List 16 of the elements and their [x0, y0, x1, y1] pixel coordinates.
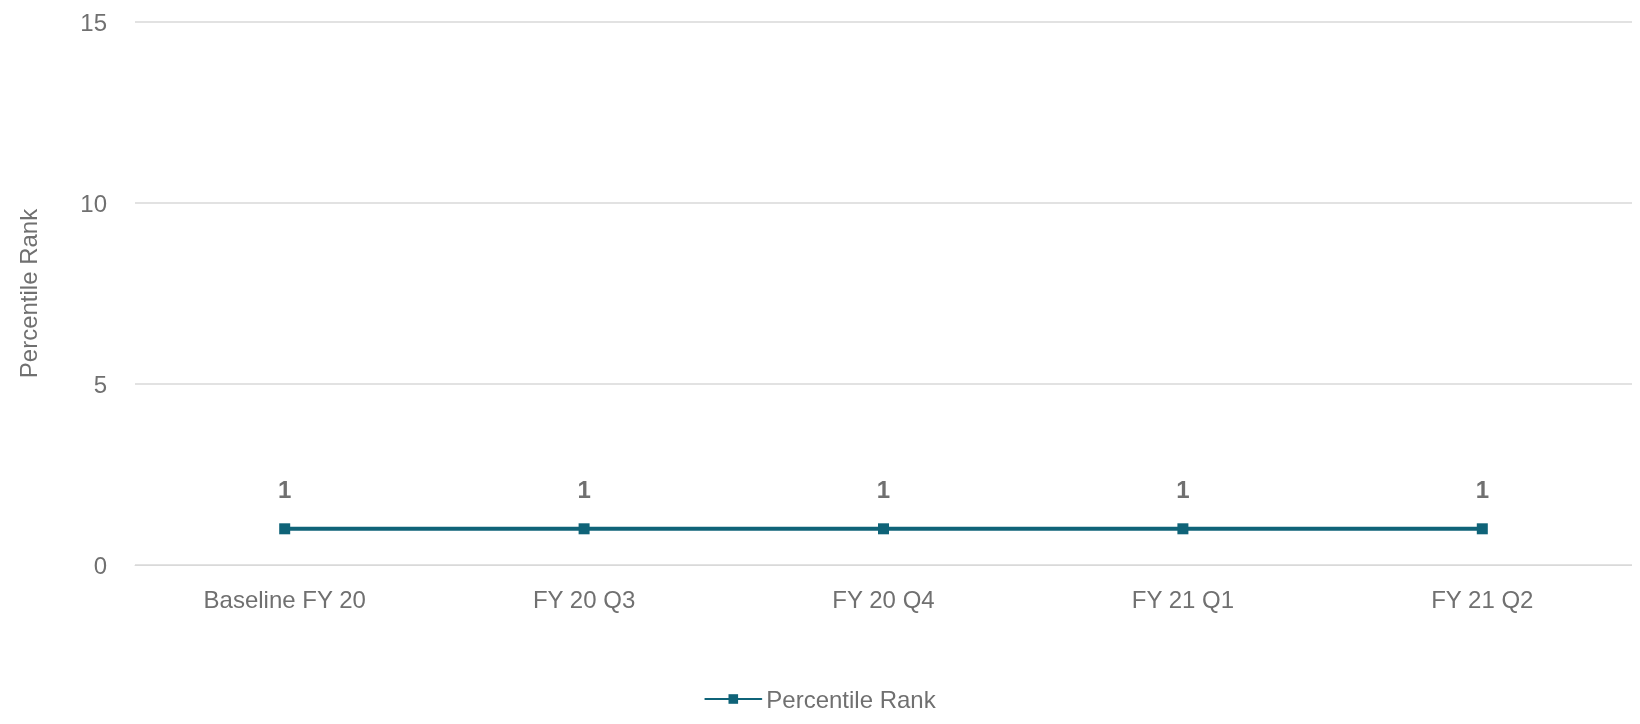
- data-label: 1: [1475, 475, 1489, 503]
- y-tick-label: 10: [80, 189, 107, 217]
- x-tick-label: FY 20 Q4: [832, 585, 935, 613]
- legend-label: Percentile Rank: [766, 685, 937, 713]
- y-axis-title: Percentile Rank: [14, 207, 42, 379]
- x-tick-label: FY 21 Q2: [1431, 585, 1534, 613]
- data-label: 1: [876, 475, 891, 503]
- x-tick-label: Baseline FY 20: [203, 585, 366, 613]
- data-label: 1: [577, 475, 591, 503]
- data-label: 1: [278, 475, 292, 503]
- y-tick-label: 15: [80, 8, 107, 36]
- y-tick-label: 0: [93, 551, 107, 579]
- x-tick-label: FY 20 Q3: [532, 585, 636, 613]
- data-label: 1: [1176, 475, 1190, 503]
- y-tick-label: 5: [93, 370, 107, 398]
- x-tick-label: FY 21 Q1: [1131, 585, 1235, 613]
